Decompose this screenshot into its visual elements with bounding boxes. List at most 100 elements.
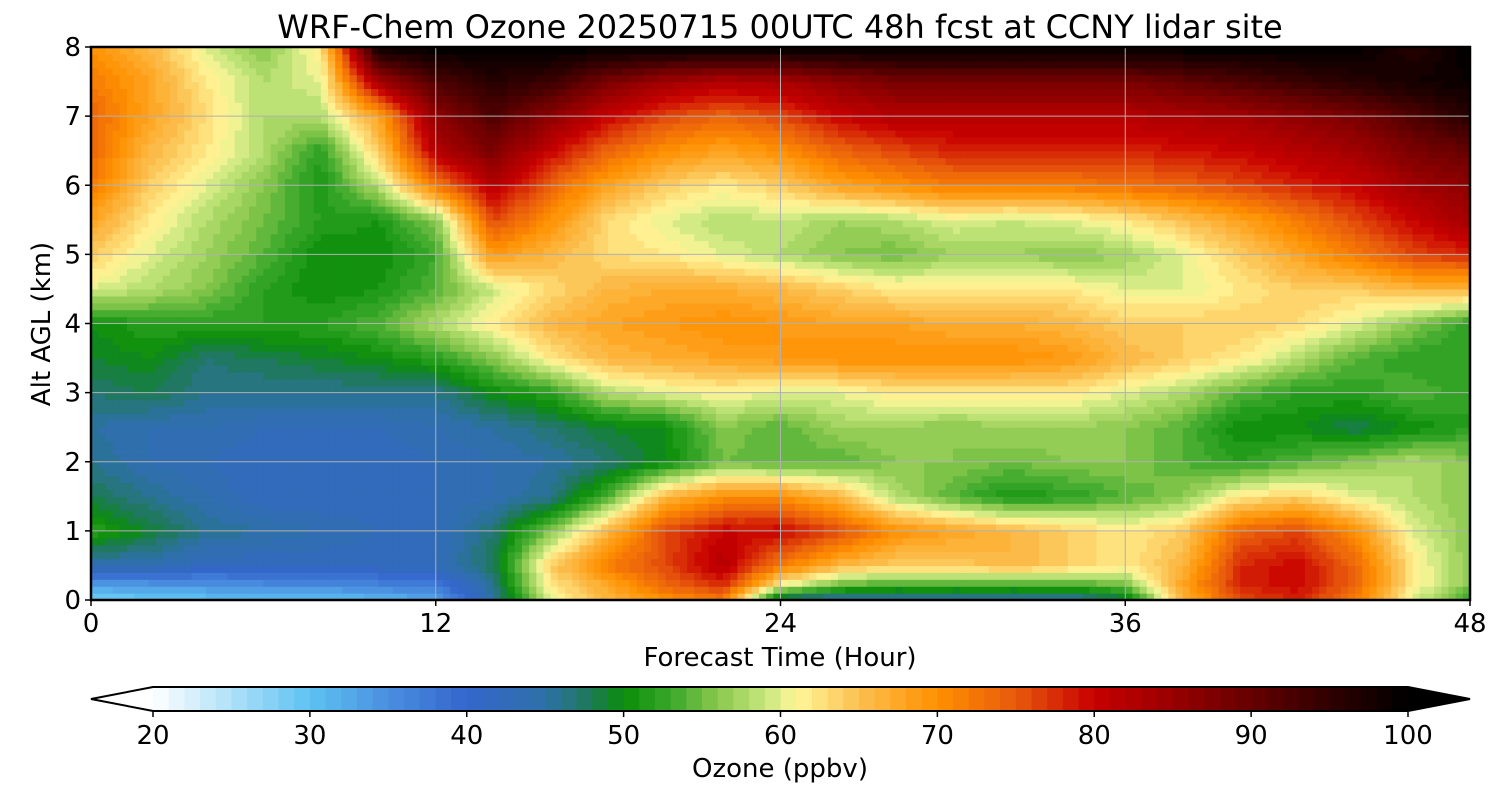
heatmap-cell [909, 461, 918, 470]
heatmap-cell [1254, 558, 1263, 567]
heatmap-cell [1024, 427, 1033, 435]
heatmap-cell [141, 454, 150, 463]
heatmap-cell [1347, 530, 1356, 539]
heatmap-cell [593, 586, 602, 594]
heatmap-cell [1268, 565, 1277, 573]
heatmap-cell [148, 427, 157, 435]
heatmap-cell [227, 447, 236, 456]
heatmap-cell [679, 503, 688, 511]
heatmap-cell [213, 586, 221, 594]
heatmap-cell [1060, 593, 1069, 601]
heatmap-cell [1290, 461, 1299, 470]
heatmap-cell [328, 517, 336, 525]
heatmap-cell [500, 489, 509, 497]
heatmap-cell [478, 475, 487, 484]
heatmap-cell [600, 510, 609, 518]
heatmap-cell [931, 447, 940, 456]
heatmap-cell [1405, 427, 1414, 435]
heatmap-cell [931, 572, 940, 580]
heatmap-cell [1412, 544, 1421, 553]
heatmap-cell [141, 441, 150, 449]
heatmap-cell [787, 572, 796, 580]
heatmap-cell [1110, 489, 1119, 497]
heatmap-cell [557, 441, 566, 449]
heatmap-cell [608, 523, 616, 532]
heatmap-cell [1419, 441, 1428, 449]
heatmap-cell [1175, 551, 1184, 560]
heatmap-cell [1003, 496, 1011, 504]
heatmap-cell [1003, 461, 1011, 470]
heatmap-cell [342, 530, 351, 539]
heatmap-cell [263, 586, 272, 594]
heatmap-cell [514, 454, 523, 463]
heatmap-cell [744, 489, 753, 497]
heatmap-cell [924, 475, 932, 484]
heatmap-cell [658, 489, 667, 497]
heatmap-cell [306, 454, 315, 463]
heatmap-cell [931, 523, 940, 532]
heatmap-cell [335, 434, 343, 442]
heatmap-cell [1031, 482, 1040, 490]
heatmap-cell [399, 496, 408, 504]
heatmap-cell [1405, 572, 1414, 580]
heatmap-cell [435, 482, 444, 490]
heatmap-cell [184, 503, 193, 511]
heatmap-cell [809, 496, 818, 504]
heatmap-cell [931, 468, 940, 477]
heatmap-cell [1426, 523, 1435, 532]
heatmap-cell [91, 503, 99, 511]
heatmap-cell [960, 558, 968, 567]
heatmap-cell [119, 579, 128, 587]
heatmap-cell [1046, 427, 1055, 435]
heatmap-cell [938, 489, 947, 497]
heatmap-cell [938, 468, 947, 477]
heatmap-cell [184, 579, 193, 587]
heatmap-cell [895, 579, 904, 587]
heatmap-cell [471, 586, 480, 594]
heatmap-cell [751, 454, 760, 463]
heatmap-cell [205, 523, 214, 532]
heatmap-cell [1247, 427, 1256, 435]
heatmap-cell [1340, 468, 1349, 477]
heatmap-cell [723, 517, 731, 525]
heatmap-cell [349, 461, 358, 470]
heatmap-cell [672, 503, 681, 511]
heatmap-cell [191, 537, 200, 546]
heatmap-cell [816, 468, 825, 477]
heatmap-cell [385, 551, 394, 560]
heatmap-cell [1254, 503, 1263, 511]
heatmap-cell [1283, 586, 1292, 594]
heatmap-cell [1405, 593, 1414, 601]
heatmap-cell [1441, 565, 1450, 573]
heatmap-cell [227, 510, 236, 518]
heatmap-cell [356, 551, 365, 560]
heatmap-cell [1197, 517, 1205, 525]
heatmap-cell [550, 551, 559, 560]
heatmap-cell [1240, 586, 1248, 594]
heatmap-cell [1369, 593, 1378, 601]
heatmap-cell [320, 468, 329, 477]
heatmap-cell [1218, 482, 1227, 490]
heatmap-cell [565, 510, 573, 518]
heatmap-cell [234, 489, 243, 497]
heatmap-cell [421, 441, 430, 449]
heatmap-cell [1390, 475, 1399, 484]
heatmap-cell [916, 503, 925, 511]
heatmap-cell [866, 558, 875, 567]
heatmap-cell [342, 475, 351, 484]
heatmap-cell [126, 420, 135, 428]
heatmap-cell [995, 551, 1004, 560]
heatmap-cell [507, 441, 516, 449]
heatmap-cell [866, 468, 875, 477]
heatmap-cell [1218, 447, 1227, 456]
heatmap-cell [550, 454, 559, 463]
heatmap-cell [629, 434, 638, 442]
heatmap-cell [1455, 551, 1464, 560]
heatmap-cell [1290, 510, 1299, 518]
heatmap-cell [162, 510, 171, 518]
heatmap-cell [766, 496, 774, 504]
heatmap-cell [1118, 503, 1126, 511]
heatmap-cell [371, 544, 379, 553]
heatmap-cell [679, 482, 688, 490]
heatmap-cell [521, 489, 530, 497]
